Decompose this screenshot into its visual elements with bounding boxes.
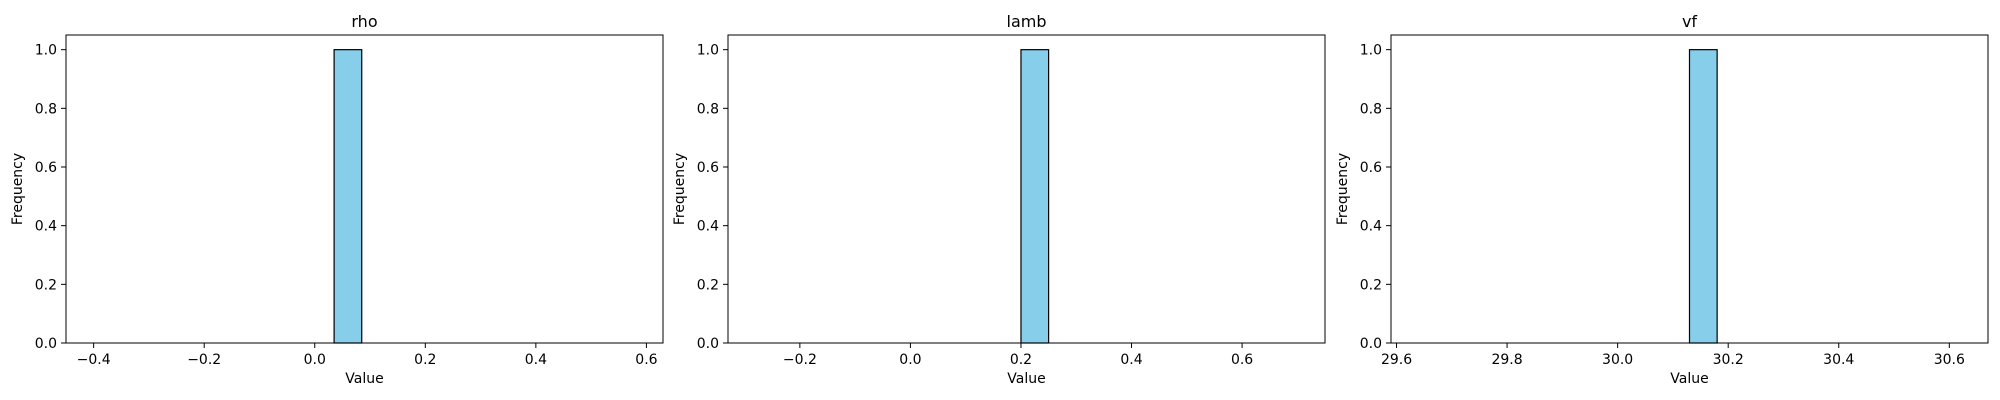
y-tick-label: 1.0 (35, 43, 57, 59)
subplot-rho: −0.4 −0.2 0.0 0.2 0.4 0.6 0.0 0.2 0.4 0.6 0.8 1.0 rh… (10, 12, 664, 387)
subplot-lamb: −0.2 0.0 0.2 0.4 0.6 0.0 0.2 0.4 0.6 0.8 1.0 lamb Va… (672, 12, 1326, 387)
x-tick-label: 0.4 (525, 352, 547, 368)
subplot-title: vf (1682, 12, 1697, 31)
x-tick-label: 0.0 (899, 352, 921, 368)
y-tick-label: 0.2 (1360, 277, 1382, 293)
x-tick-label: 0.2 (1010, 352, 1032, 368)
axes-frame (1390, 34, 1989, 344)
y-tick-label: 0.4 (697, 219, 719, 235)
x-axis-label: Value (1007, 371, 1045, 387)
x-tick-label: 0.6 (1231, 352, 1253, 368)
histogram-bar (1020, 49, 1050, 344)
y-tick-label: 0.0 (35, 336, 57, 352)
x-tick-label: −0.2 (783, 352, 817, 368)
y-axis-label: Frequency (672, 153, 688, 225)
y-axis-label: Frequency (10, 153, 26, 225)
y-tick-label: 0.2 (35, 277, 57, 293)
x-tick-label: 0.6 (635, 352, 657, 368)
subplot-title: lamb (1007, 12, 1047, 31)
y-tick-label: 0.6 (35, 160, 57, 176)
y-tick-label: 0.2 (697, 277, 719, 293)
x-tick-label: −0.2 (187, 352, 221, 368)
y-axis-label: Frequency (1335, 153, 1351, 225)
x-tick-label: 0.0 (304, 352, 326, 368)
x-tick-label: 30.2 (1713, 352, 1744, 368)
x-axis-label: Value (345, 371, 383, 387)
y-tick-label: 0.4 (35, 219, 57, 235)
y-tick-label: 0.4 (1360, 219, 1382, 235)
histogram-bar (333, 49, 363, 344)
y-tick-label: 0.8 (1360, 101, 1382, 117)
x-tick-label: −0.4 (77, 352, 111, 368)
x-tick-label: 29.6 (1381, 352, 1412, 368)
x-axis-label: Value (1670, 371, 1708, 387)
x-tick-label: 30.4 (1823, 352, 1854, 368)
y-tick-label: 0.0 (1360, 336, 1382, 352)
y-tick-label: 1.0 (1360, 43, 1382, 59)
y-tick-label: 0.8 (697, 101, 719, 117)
x-tick-label: 0.4 (1120, 352, 1142, 368)
y-tick-label: 0.6 (697, 160, 719, 176)
x-tick-label: 29.8 (1491, 352, 1522, 368)
x-tick-label: 0.2 (414, 352, 436, 368)
subplot-title: rho (351, 12, 377, 31)
x-tick-label: 30.6 (1934, 352, 1965, 368)
axes-frame (727, 34, 1326, 344)
y-tick-label: 1.0 (697, 43, 719, 59)
y-tick-label: 0.0 (697, 336, 719, 352)
y-tick-label: 0.8 (35, 101, 57, 117)
y-tick-label: 0.6 (1360, 160, 1382, 176)
x-tick-label: 30.0 (1602, 352, 1633, 368)
subplot-vf: 29.6 29.8 30.0 30.2 30.4 30.6 0.0 0.2 0.4 0.6 0.8 1… (1335, 12, 1989, 387)
axes-frame (65, 34, 664, 344)
histogram-bar (1688, 49, 1718, 344)
